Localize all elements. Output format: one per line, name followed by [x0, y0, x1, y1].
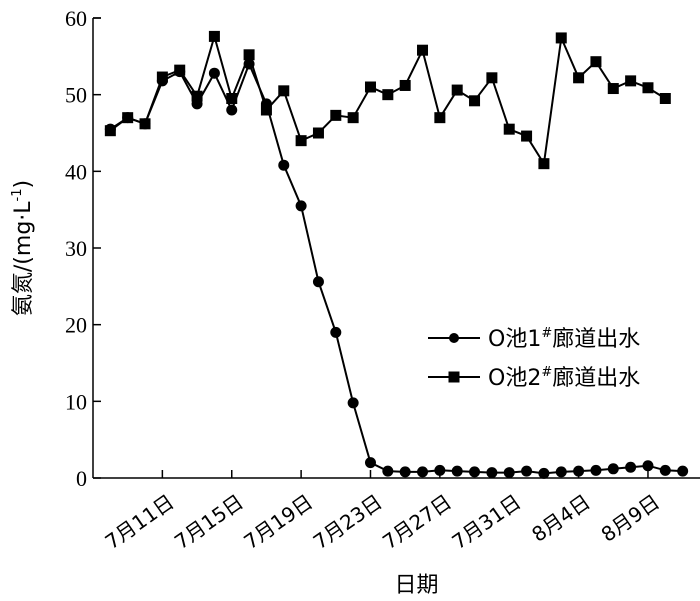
data-point: [521, 465, 533, 477]
x-axis-title: 日期: [394, 573, 438, 598]
y-axis-title-close: ): [11, 180, 36, 189]
data-point: [364, 81, 376, 93]
y-ticks: 0 10 20 30 40 50 60: [65, 6, 101, 491]
data-point: [330, 109, 342, 121]
y-tick-label: 30: [65, 236, 87, 261]
data-point: [208, 67, 220, 79]
data-point: [382, 465, 394, 477]
y-tick-label: 40: [65, 159, 87, 184]
data-point: [555, 466, 567, 478]
data-point: [417, 466, 429, 478]
data-point: [642, 82, 654, 94]
data-point: [607, 463, 619, 475]
data-point: [451, 465, 463, 477]
y-tick-label: 10: [65, 389, 87, 414]
data-point: [399, 79, 411, 91]
data-point: [347, 112, 359, 124]
data-point: [538, 467, 550, 479]
legend-label-2: O池2#廊道出水: [488, 365, 640, 391]
data-point: [156, 71, 168, 83]
data-point: [573, 465, 585, 477]
y-axis-title-sup: -1: [10, 188, 25, 201]
x-tick-label: 7月31日: [447, 490, 525, 555]
x-tick-label: 7月19日: [239, 490, 317, 555]
data-point: [590, 464, 602, 476]
legend-label-2-suffix: 廊道出水: [552, 366, 640, 391]
x-tick-label: 8月9日: [597, 490, 664, 547]
data-point: [521, 130, 533, 142]
data-point: [434, 464, 446, 476]
y-axis-title: 氨氮/(mg·L-1): [10, 180, 36, 316]
data-point: [312, 127, 324, 139]
data-point: [208, 30, 220, 42]
legend-marker-circle: [449, 333, 459, 343]
data-point: [503, 467, 515, 479]
data-point: [642, 460, 654, 472]
x-tick-label: 7月27日: [378, 490, 456, 555]
y-axis-title-main: 氨氮/(mg·L: [11, 201, 36, 316]
series: [104, 30, 689, 479]
series-2: [104, 30, 671, 170]
data-point: [347, 397, 359, 409]
data-point: [538, 158, 550, 170]
data-point: [174, 64, 186, 76]
data-point: [104, 125, 116, 137]
data-point: [278, 159, 290, 171]
data-point: [451, 84, 463, 96]
data-point: [191, 90, 203, 102]
data-point: [295, 135, 307, 147]
series-line-1: [109, 61, 683, 475]
y-tick-label: 60: [65, 6, 87, 31]
data-point: [260, 104, 272, 116]
data-point: [312, 276, 324, 288]
legend-label-1-suffix: 廊道出水: [552, 327, 640, 352]
data-point: [278, 85, 290, 97]
data-point: [122, 112, 134, 124]
data-point: [139, 118, 151, 130]
data-point: [382, 89, 394, 101]
data-point: [469, 95, 481, 107]
legend-item-series-1: O池1#廊道出水: [428, 326, 640, 352]
legend-label-2-sup: #: [541, 365, 552, 380]
data-point: [434, 112, 446, 124]
legend-marker-square: [448, 371, 460, 383]
legend-label-1: O池1#廊道出水: [488, 326, 640, 352]
data-point: [590, 56, 602, 68]
data-point: [659, 93, 671, 104]
legend-label-2-name: O池2: [488, 366, 541, 391]
data-point: [503, 123, 515, 135]
x-tick-label: 8月4日: [527, 490, 594, 547]
data-point: [295, 200, 307, 212]
y-tick-label: 20: [65, 313, 87, 338]
x-tick-label: 7月11日: [101, 490, 179, 555]
data-point: [625, 461, 637, 473]
data-point: [573, 72, 585, 84]
data-point: [625, 75, 637, 87]
data-point: [659, 464, 671, 476]
data-point: [226, 104, 238, 116]
legend: O池1#廊道出水 O池2#廊道出水: [428, 326, 640, 391]
data-point: [469, 466, 481, 478]
y-tick-label: 50: [65, 83, 87, 108]
data-point: [486, 72, 498, 84]
data-point: [243, 49, 255, 61]
series-1: [104, 58, 689, 479]
legend-item-series-2: O池2#廊道出水: [428, 365, 640, 391]
data-point: [486, 467, 498, 479]
x-tick-label: 7月15日: [170, 490, 248, 555]
data-point: [417, 44, 429, 56]
x-tick-label: 7月23日: [309, 490, 387, 555]
y-tick-label: 0: [76, 466, 87, 491]
data-point: [555, 32, 567, 44]
legend-label-1-name: O池1: [488, 327, 541, 352]
data-point: [226, 93, 238, 104]
data-point: [607, 83, 619, 95]
legend-label-1-sup: #: [541, 326, 552, 341]
data-point: [677, 465, 689, 477]
data-point: [330, 326, 342, 338]
data-point: [399, 466, 411, 478]
data-point: [364, 457, 376, 469]
